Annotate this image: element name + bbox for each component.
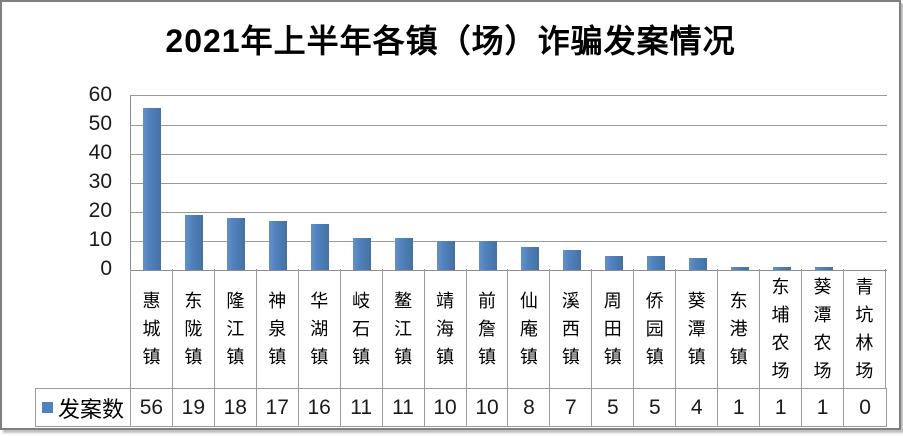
bar-葵潭镇: [689, 258, 707, 270]
bar-周田镇: [605, 255, 623, 270]
y-axis-tick-label: 10: [88, 228, 112, 251]
x-axis-label: 周田镇: [592, 269, 635, 388]
bar-神泉镇: [269, 220, 287, 270]
x-axis-label: 神泉镇: [257, 269, 299, 388]
bar-鳌江镇: [395, 238, 413, 270]
y-axis-tick-label: 40: [88, 141, 112, 164]
bar-东陇镇: [185, 214, 203, 270]
table-value-葵潭镇: 4: [676, 389, 719, 426]
series-name-label: 发案数: [57, 396, 124, 422]
x-axis-category-row: 惠城镇东陇镇隆江镇神泉镇华湖镇岐石镇鳌江镇靖海镇前詹镇仙庵镇溪西镇周田镇侨园镇葵…: [130, 269, 886, 388]
x-axis-label: 华湖镇: [299, 269, 341, 388]
table-value-青坑林场: 0: [859, 395, 871, 419]
chart-title: 2021年上半年各镇（场）诈骗发案情况: [165, 23, 736, 59]
table-value-东港镇: 1: [718, 389, 761, 426]
table-value-侨园镇: 5: [634, 389, 677, 426]
x-axis-label: 前詹镇: [467, 269, 509, 388]
bar-前詹镇: [479, 241, 497, 270]
x-axis-label: 葵潭镇: [676, 269, 719, 388]
x-axis-label: 侨园镇: [634, 269, 677, 388]
y-axis-tick-label: 0: [100, 257, 112, 280]
x-axis-label: 鳌江镇: [383, 269, 425, 388]
gridline: [131, 183, 887, 184]
x-axis-label: 仙庵镇: [508, 269, 551, 388]
bar-东埔农场: [773, 267, 791, 270]
x-axis-label: 岐石镇: [341, 269, 383, 388]
plot-area: [130, 95, 887, 271]
x-axis-label: 溪西镇: [550, 269, 593, 388]
x-axis-label: 东陇镇: [173, 269, 215, 388]
x-axis-label: 惠城镇: [131, 269, 173, 388]
table-value-周田镇: 5: [592, 389, 635, 426]
bar-仙庵镇: [521, 246, 539, 270]
table-value-东埔农场: 1: [760, 389, 803, 426]
bar-东港镇: [731, 267, 749, 270]
y-axis-tick-label: 60: [88, 83, 112, 106]
bar-隆江镇: [227, 217, 245, 270]
gridline: [131, 212, 887, 213]
bar-溪西镇: [563, 249, 581, 270]
table-value-惠城镇: 56: [131, 389, 173, 426]
gridline: [131, 154, 887, 155]
y-axis-tick-label: 30: [88, 170, 112, 193]
table-value-隆江镇: 18: [215, 389, 257, 426]
x-axis-label: 青坑林场: [844, 269, 886, 388]
table-value-华湖镇: 16: [299, 389, 341, 426]
x-axis-label: 葵潭农场: [802, 269, 844, 388]
y-axis-tick-label: 50: [88, 112, 112, 135]
x-axis-label: 靖海镇: [425, 269, 467, 388]
bar-靖海镇: [437, 241, 455, 270]
x-axis-label: 隆江镇: [215, 269, 257, 388]
bar-葵潭农场: [815, 267, 833, 270]
table-value-溪西镇: 7: [550, 389, 593, 426]
table-value-岐石镇: 11: [341, 389, 383, 426]
table-value-神泉镇: 17: [257, 389, 299, 426]
bar-侨园镇: [647, 255, 665, 270]
gridline: [131, 125, 887, 126]
table-value-葵潭农场: 1: [802, 389, 845, 426]
table-value-前詹镇: 10: [467, 389, 509, 426]
y-axis-tick-label: 20: [88, 199, 112, 222]
table-value-东陇镇: 19: [173, 389, 215, 426]
x-axis-label: 东埔农场: [760, 269, 802, 388]
bar-华湖镇: [311, 223, 329, 270]
legend-cell: 发案数: [36, 389, 131, 426]
bar-岐石镇: [353, 238, 371, 270]
series-swatch-icon: [41, 402, 53, 413]
table-value-仙庵镇: 8: [508, 389, 551, 426]
table-value-靖海镇: 10: [425, 389, 467, 426]
bar-惠城镇: [143, 107, 161, 270]
table-value-鳌江镇: 11: [383, 389, 425, 426]
data-table-row: 发案数 56 19 18 17 16 11 11 10 10 8 7 5 5 4 1 1 1 0: [35, 388, 887, 427]
gridline: [131, 241, 887, 242]
x-axis-label: 东港镇: [718, 269, 761, 388]
